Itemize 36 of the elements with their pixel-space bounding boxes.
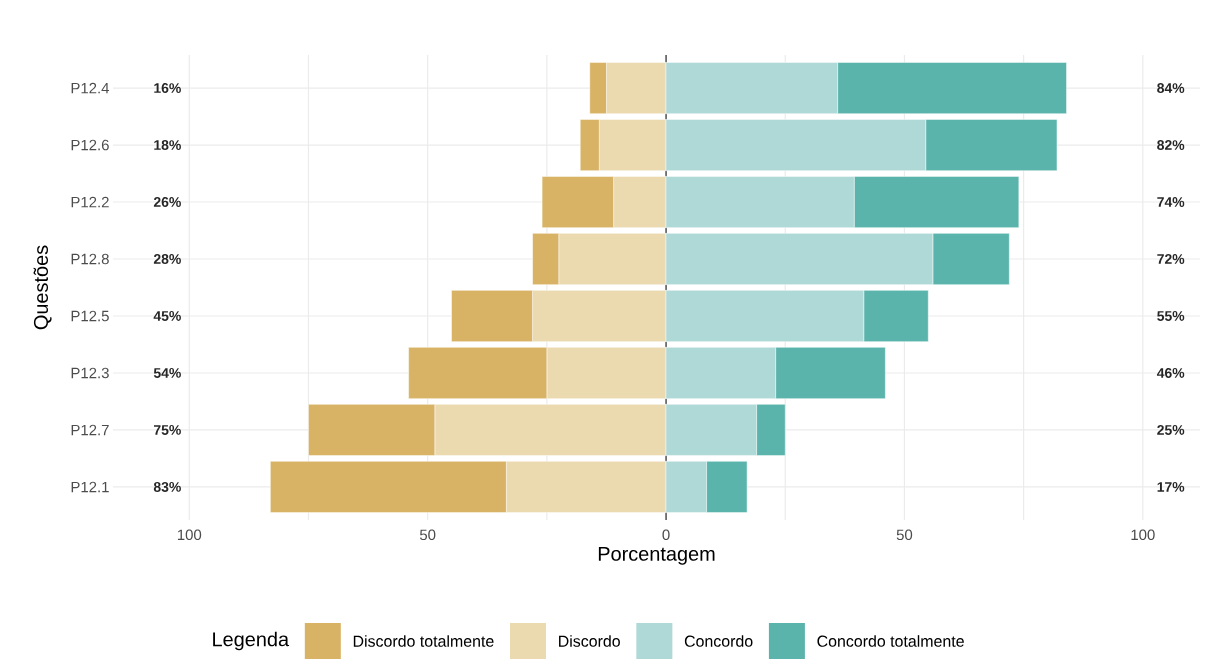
legend-title: Legenda <box>213 631 290 651</box>
y-tick-label: P12.8 <box>71 253 109 265</box>
annotation: 26% <box>153 197 181 207</box>
y-tick-label: P12.2 <box>71 196 109 208</box>
legend-label: Discordo <box>559 635 620 647</box>
x-tick-label: 100 <box>177 529 202 541</box>
y-tick-label: P12.1 <box>71 481 109 493</box>
x-tick-label: 50 <box>419 529 436 541</box>
annotation: 84% <box>1157 83 1185 93</box>
annotation: 28% <box>153 254 181 264</box>
x-tick-label: 50 <box>896 529 913 541</box>
y-axis-title: Questões <box>33 245 52 330</box>
x-tick-label: 0 <box>662 529 670 541</box>
annotation: 72% <box>1157 254 1185 264</box>
annotation: 83% <box>153 481 181 492</box>
legend-label: Discordo totalmente <box>353 635 494 647</box>
annotation: 16% <box>154 83 181 93</box>
y-tick-label: P12.3 <box>71 367 109 379</box>
annotation: 17% <box>1157 482 1185 492</box>
legend-label: Concordo totalmente <box>817 635 964 647</box>
y-tick-label: P12.6 <box>71 139 109 151</box>
y-tick-label: P12.4 <box>71 82 110 94</box>
annotation: 55% <box>1157 311 1185 321</box>
annotation: 82% <box>1157 140 1185 150</box>
annotation: 75% <box>153 425 181 435</box>
annotation: 74% <box>1157 197 1185 207</box>
annotation: 18% <box>154 140 181 150</box>
x-axis-title: Porcentagem <box>598 546 715 565</box>
legend-label: Concordo <box>684 635 753 647</box>
annotation: 54% <box>153 368 181 378</box>
annotation: 46% <box>1156 368 1185 378</box>
y-tick-label: P12.7 <box>71 424 109 436</box>
x-tick-label: 100 <box>1131 529 1155 541</box>
annotation: 25% <box>1157 425 1185 435</box>
y-tick-label: P12.5 <box>71 310 109 322</box>
annotation: 45% <box>153 311 181 321</box>
